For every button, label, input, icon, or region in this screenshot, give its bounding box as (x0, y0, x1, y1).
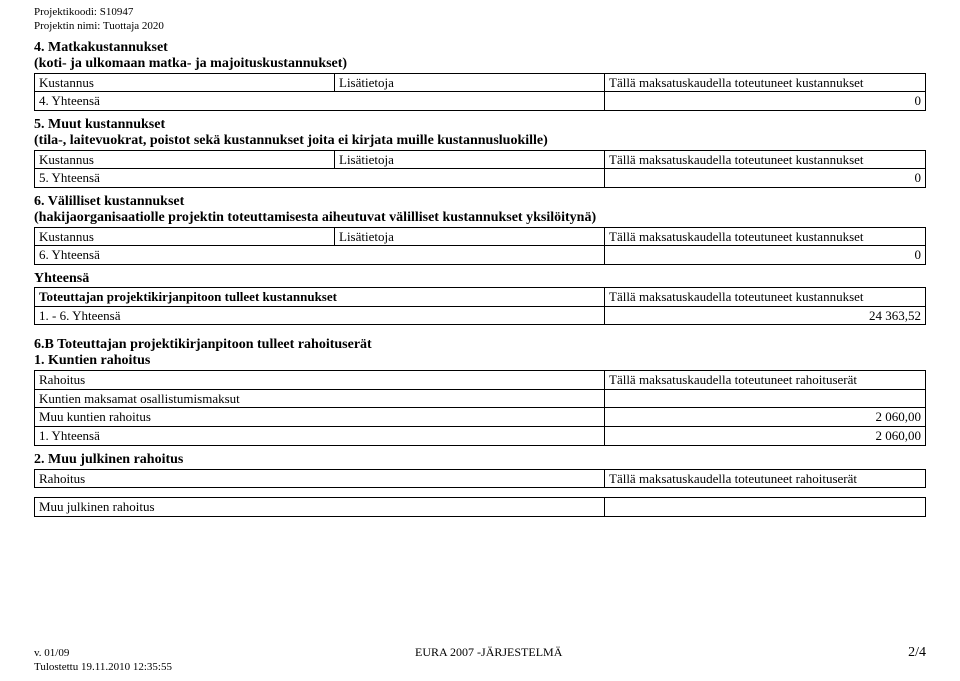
table-row: Kustannus Lisätietoja Tällä maksatuskaud… (35, 73, 926, 92)
row-label: Muu julkinen rahoitus (35, 498, 605, 517)
section4-subtitle: (koti- ja ulkomaan matka- ja majoituskus… (34, 56, 926, 72)
header-block: Projektikoodi: S10947 Projektin nimi: Tu… (34, 6, 926, 34)
table-row-total: 1. - 6. Yhteensä 24 363,52 (35, 306, 926, 325)
total-value: 0 (605, 246, 926, 265)
section4-title: 4. Matkakustannukset (34, 40, 926, 56)
col-header-amount: Tällä maksatuskaudella toteutuneet kusta… (605, 227, 926, 246)
total-value: 24 363,52 (605, 306, 926, 325)
table-row: Rahoitus Tällä maksatuskaudella toteutun… (35, 469, 926, 488)
project-name: Tuottaja 2020 (103, 20, 164, 32)
row-value (605, 389, 926, 408)
col-header-kustannus: Kustannus (35, 227, 335, 246)
col-header-lisatietoja: Lisätietoja (335, 150, 605, 169)
total-label: 4. Yhteensä (35, 92, 605, 111)
total-value: 0 (605, 169, 926, 188)
footer-printed-label: Tulostettu (34, 661, 78, 673)
row-label: Kuntien maksamat osallistumismaksut (35, 389, 605, 408)
col-header-amount: Tällä maksatuskaudella toteutuneet kusta… (605, 73, 926, 92)
col-header-lisatietoja: Lisätietoja (335, 227, 605, 246)
section4-table: Kustannus Lisätietoja Tällä maksatuskaud… (34, 73, 926, 111)
section6-table: Kustannus Lisätietoja Tällä maksatuskaud… (34, 227, 926, 265)
section5-subtitle: (tila-, laitevuokrat, poistot sekä kusta… (34, 133, 926, 149)
table-row: Kuntien maksamat osallistumismaksut (35, 389, 926, 408)
col-header-amount: Tällä maksatuskaudella toteutuneet kusta… (605, 288, 926, 307)
yhteensa-table: Toteuttajan projektikirjanpitoon tulleet… (34, 287, 926, 325)
table-row: Muu julkinen rahoitus (35, 498, 926, 517)
page-footer: v. 01/09 EURA 2007 -JÄRJESTELMÄ 2/4 Tulo… (34, 645, 926, 673)
section6-title: 6. Välilliset kustannukset (34, 194, 926, 210)
footer-left: v. 01/09 (34, 647, 69, 659)
project-code-label: Projektikoodi: (34, 6, 97, 18)
table-row: Toteuttajan projektikirjanpitoon tulleet… (35, 288, 926, 307)
footer-printed-value: 19.11.2010 12:35:55 (81, 661, 172, 673)
total-label: 5. Yhteensä (35, 169, 605, 188)
total-value: 0 (605, 92, 926, 111)
col-header-lisatietoja: Lisätietoja (335, 73, 605, 92)
table-row-total: 5. Yhteensä 0 (35, 169, 926, 188)
row-label: Muu kuntien rahoitus (35, 408, 605, 427)
footer-center: EURA 2007 -JÄRJESTELMÄ (415, 645, 562, 660)
total-label: 1. Yhteensä (35, 427, 605, 446)
table-row-total: 4. Yhteensä 0 (35, 92, 926, 111)
total-label: 6. Yhteensä (35, 246, 605, 265)
col-header-kustannus: Kustannus (35, 150, 335, 169)
col-header-amount: Tällä maksatuskaudella toteutuneet rahoi… (605, 371, 926, 390)
yhteensa-row-label: Toteuttajan projektikirjanpitoon tulleet… (35, 288, 605, 307)
section6b2-table-head: Rahoitus Tällä maksatuskaudella toteutun… (34, 469, 926, 489)
section6b2-table-row: Muu julkinen rahoitus (34, 497, 926, 517)
section6b1-table: Rahoitus Tällä maksatuskaudella toteutun… (34, 370, 926, 445)
col-header-amount: Tällä maksatuskaudella toteutuneet kusta… (605, 150, 926, 169)
col-header-amount: Tällä maksatuskaudella toteutuneet rahoi… (605, 469, 926, 488)
col-header-rahoitus: Rahoitus (35, 469, 605, 488)
table-row: Kustannus Lisätietoja Tällä maksatuskaud… (35, 150, 926, 169)
section6b2-subtitle: 2. Muu julkinen rahoitus (34, 452, 926, 468)
section6-subtitle: (hakijaorganisaatiolle projektin toteutt… (34, 210, 926, 226)
document-page: Projektikoodi: S10947 Projektin nimi: Tu… (0, 0, 960, 681)
col-header-kustannus: Kustannus (35, 73, 335, 92)
yhteensa-title: Yhteensä (34, 271, 926, 287)
section6b-title: 6.B Toteuttajan projektikirjanpitoon tul… (34, 337, 926, 353)
table-row-total: 1. Yhteensä 2 060,00 (35, 427, 926, 446)
project-code: S10947 (100, 6, 134, 18)
row-value: 2 060,00 (605, 408, 926, 427)
total-label: 1. - 6. Yhteensä (35, 306, 605, 325)
project-name-label: Projektin nimi: (34, 20, 100, 32)
footer-page-number: 2/4 (908, 645, 926, 661)
section5-title: 5. Muut kustannukset (34, 117, 926, 133)
table-row: Muu kuntien rahoitus 2 060,00 (35, 408, 926, 427)
total-value: 2 060,00 (605, 427, 926, 446)
col-header-rahoitus: Rahoitus (35, 371, 605, 390)
table-row-total: 6. Yhteensä 0 (35, 246, 926, 265)
table-row: Kustannus Lisätietoja Tällä maksatuskaud… (35, 227, 926, 246)
section5-table: Kustannus Lisätietoja Tällä maksatuskaud… (34, 150, 926, 188)
section6b1-subtitle: 1. Kuntien rahoitus (34, 353, 926, 369)
table-row: Rahoitus Tällä maksatuskaudella toteutun… (35, 371, 926, 390)
row-value (605, 498, 926, 517)
